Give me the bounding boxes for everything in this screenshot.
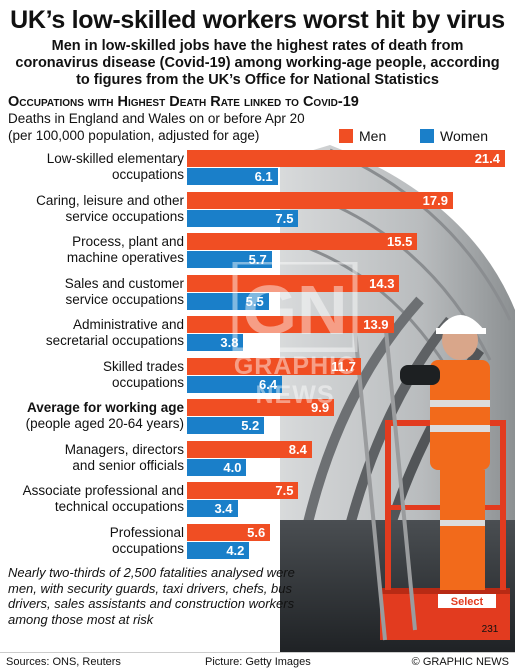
data-label-men: 14.3	[369, 275, 395, 291]
bar-men: 17.9	[187, 191, 453, 209]
data-label-women: 3.8	[220, 335, 239, 350]
category-label-line-2: and senior officials	[72, 457, 184, 473]
category-label: Low-skilled elementary occupations	[4, 151, 184, 183]
bar-men: 15.5	[187, 233, 418, 250]
category-label: Managers, directors and senior officials	[4, 442, 184, 474]
footer-picture-credit: Picture: Getty Images	[205, 656, 311, 668]
legend-swatch-women	[420, 129, 434, 143]
legend-swatch-men	[339, 129, 353, 143]
category-label: Process, plant and machine operatives	[4, 234, 184, 266]
legend-women: Women	[420, 128, 488, 144]
chart-subtitle-line-1: Deaths in England and Wales on or before…	[8, 111, 305, 126]
category-label: Caring, leisure and other service occupat…	[4, 193, 184, 225]
bar-men: 7.5	[187, 482, 299, 499]
category-label-line-2: service occupations	[65, 208, 184, 224]
data-label-men: 17.9	[422, 192, 448, 208]
footer: Sources: ONS, Reuters Picture: Getty Ima…	[0, 652, 515, 671]
data-label-men: 21.4	[474, 151, 500, 166]
category-label-line-1: Average for working age	[26, 400, 184, 415]
watermark-logo: GN	[243, 271, 348, 349]
watermark: GN GRAPHIC NEWS	[195, 259, 395, 409]
category-label-line-1: Process, plant and	[72, 234, 184, 249]
bar-women: 6.1	[187, 168, 278, 185]
data-label-women: 5.5	[245, 293, 264, 309]
category-label-line-1: Caring, leisure and other	[36, 192, 184, 208]
data-label-men: 15.5	[387, 234, 413, 249]
data-label-women: 5.2	[241, 418, 260, 433]
gn-logo-icon: GN	[232, 259, 358, 353]
page-subtitle: Men in low-skilled jobs have the highest…	[15, 38, 500, 88]
category-label: Average for working age (people aged 20-6…	[4, 400, 184, 432]
bar-men: 8.4	[187, 440, 312, 458]
category-label-line-2: service occupations	[65, 291, 184, 307]
category-label-line-1: Administrative and	[72, 317, 184, 332]
data-label-women: 4.0	[223, 459, 242, 475]
bar-women: 5.5	[187, 292, 269, 310]
bar-women: 6.4	[187, 375, 283, 393]
data-label-women: 6.1	[254, 169, 273, 184]
watermark-text: GRAPHIC NEWS	[233, 352, 357, 409]
chart-subtitle-line-2: (per 100,000 population, adjusted for ag…	[8, 128, 260, 143]
data-label-men: 5.6	[247, 524, 266, 540]
bar-women: 3.4	[187, 500, 238, 517]
category-label-line-2: (people aged 20-64 years)	[25, 416, 184, 431]
category-label-line-1: Professional	[109, 524, 184, 540]
data-label-men: 9.9	[311, 400, 330, 415]
data-label-men: 8.4	[288, 441, 307, 457]
legend-label-women: Women	[440, 128, 488, 144]
data-label-men: 11.7	[331, 358, 356, 374]
chart-title: Occupations with Highest Death Rate link…	[8, 94, 359, 110]
category-label-line-1: Skilled trades	[102, 358, 184, 374]
page-title: UK’s low-skilled workers worst hit by vi…	[10, 6, 505, 34]
category-label-line-2: secretarial occupations	[45, 333, 184, 348]
category-label: Skilled trades occupations	[4, 359, 184, 391]
bar-men: 13.9	[187, 316, 394, 333]
category-label-line-2: machine operatives	[66, 250, 184, 265]
bar-women: 5.2	[187, 417, 265, 434]
category-label-line-2: occupations	[111, 374, 184, 390]
bar-women: 4.2	[187, 541, 250, 559]
category-label: Associate professional and technical occu…	[4, 483, 184, 515]
category-label-line-2: occupations	[111, 167, 184, 182]
data-label-men: 7.5	[275, 483, 294, 498]
data-label-men: 13.9	[363, 317, 389, 332]
bar-women: 7.5	[187, 209, 299, 227]
platform-number: 231	[482, 624, 499, 635]
data-label-women: 4.2	[226, 542, 245, 558]
legend-men: Men	[339, 128, 386, 144]
footer-sources: Sources: ONS, Reuters	[6, 656, 121, 668]
bar-men: 5.6	[187, 523, 271, 541]
category-label-line-1: Low-skilled elementary	[46, 151, 184, 166]
data-label-women: 7.5	[275, 210, 294, 226]
category-label: Professional occupations	[4, 525, 184, 557]
legend-label-men: Men	[359, 128, 387, 144]
footnote: Nearly two-thirds of 2,500 fatalities an…	[8, 565, 295, 627]
category-label: Administrative and secretarial occupation…	[4, 317, 184, 349]
data-label-women: 6.4	[259, 376, 278, 392]
bar-men: 21.4	[187, 150, 505, 167]
bar-women: 3.8	[187, 334, 244, 351]
bar-women: 5.7	[187, 251, 272, 268]
bar-men: 14.3	[187, 274, 400, 292]
bar-men: 11.7	[187, 357, 361, 375]
category-label-line-1: Associate professional and	[22, 483, 184, 498]
data-label-women: 5.7	[248, 252, 267, 267]
category-label: Sales and customer service occupations	[4, 276, 184, 308]
data-label-women: 3.4	[214, 501, 233, 516]
category-label-line-1: Managers, directors	[64, 441, 184, 457]
category-label-line-1: Sales and customer	[64, 275, 184, 291]
category-label-line-2: technical occupations	[54, 499, 184, 514]
category-label-line-2: occupations	[111, 540, 184, 556]
footer-copyright: © GRAPHIC NEWS	[411, 656, 509, 668]
bar-men: 9.9	[187, 399, 335, 416]
bar-women: 4.0	[187, 458, 247, 476]
platform-sign: Select	[451, 596, 484, 608]
